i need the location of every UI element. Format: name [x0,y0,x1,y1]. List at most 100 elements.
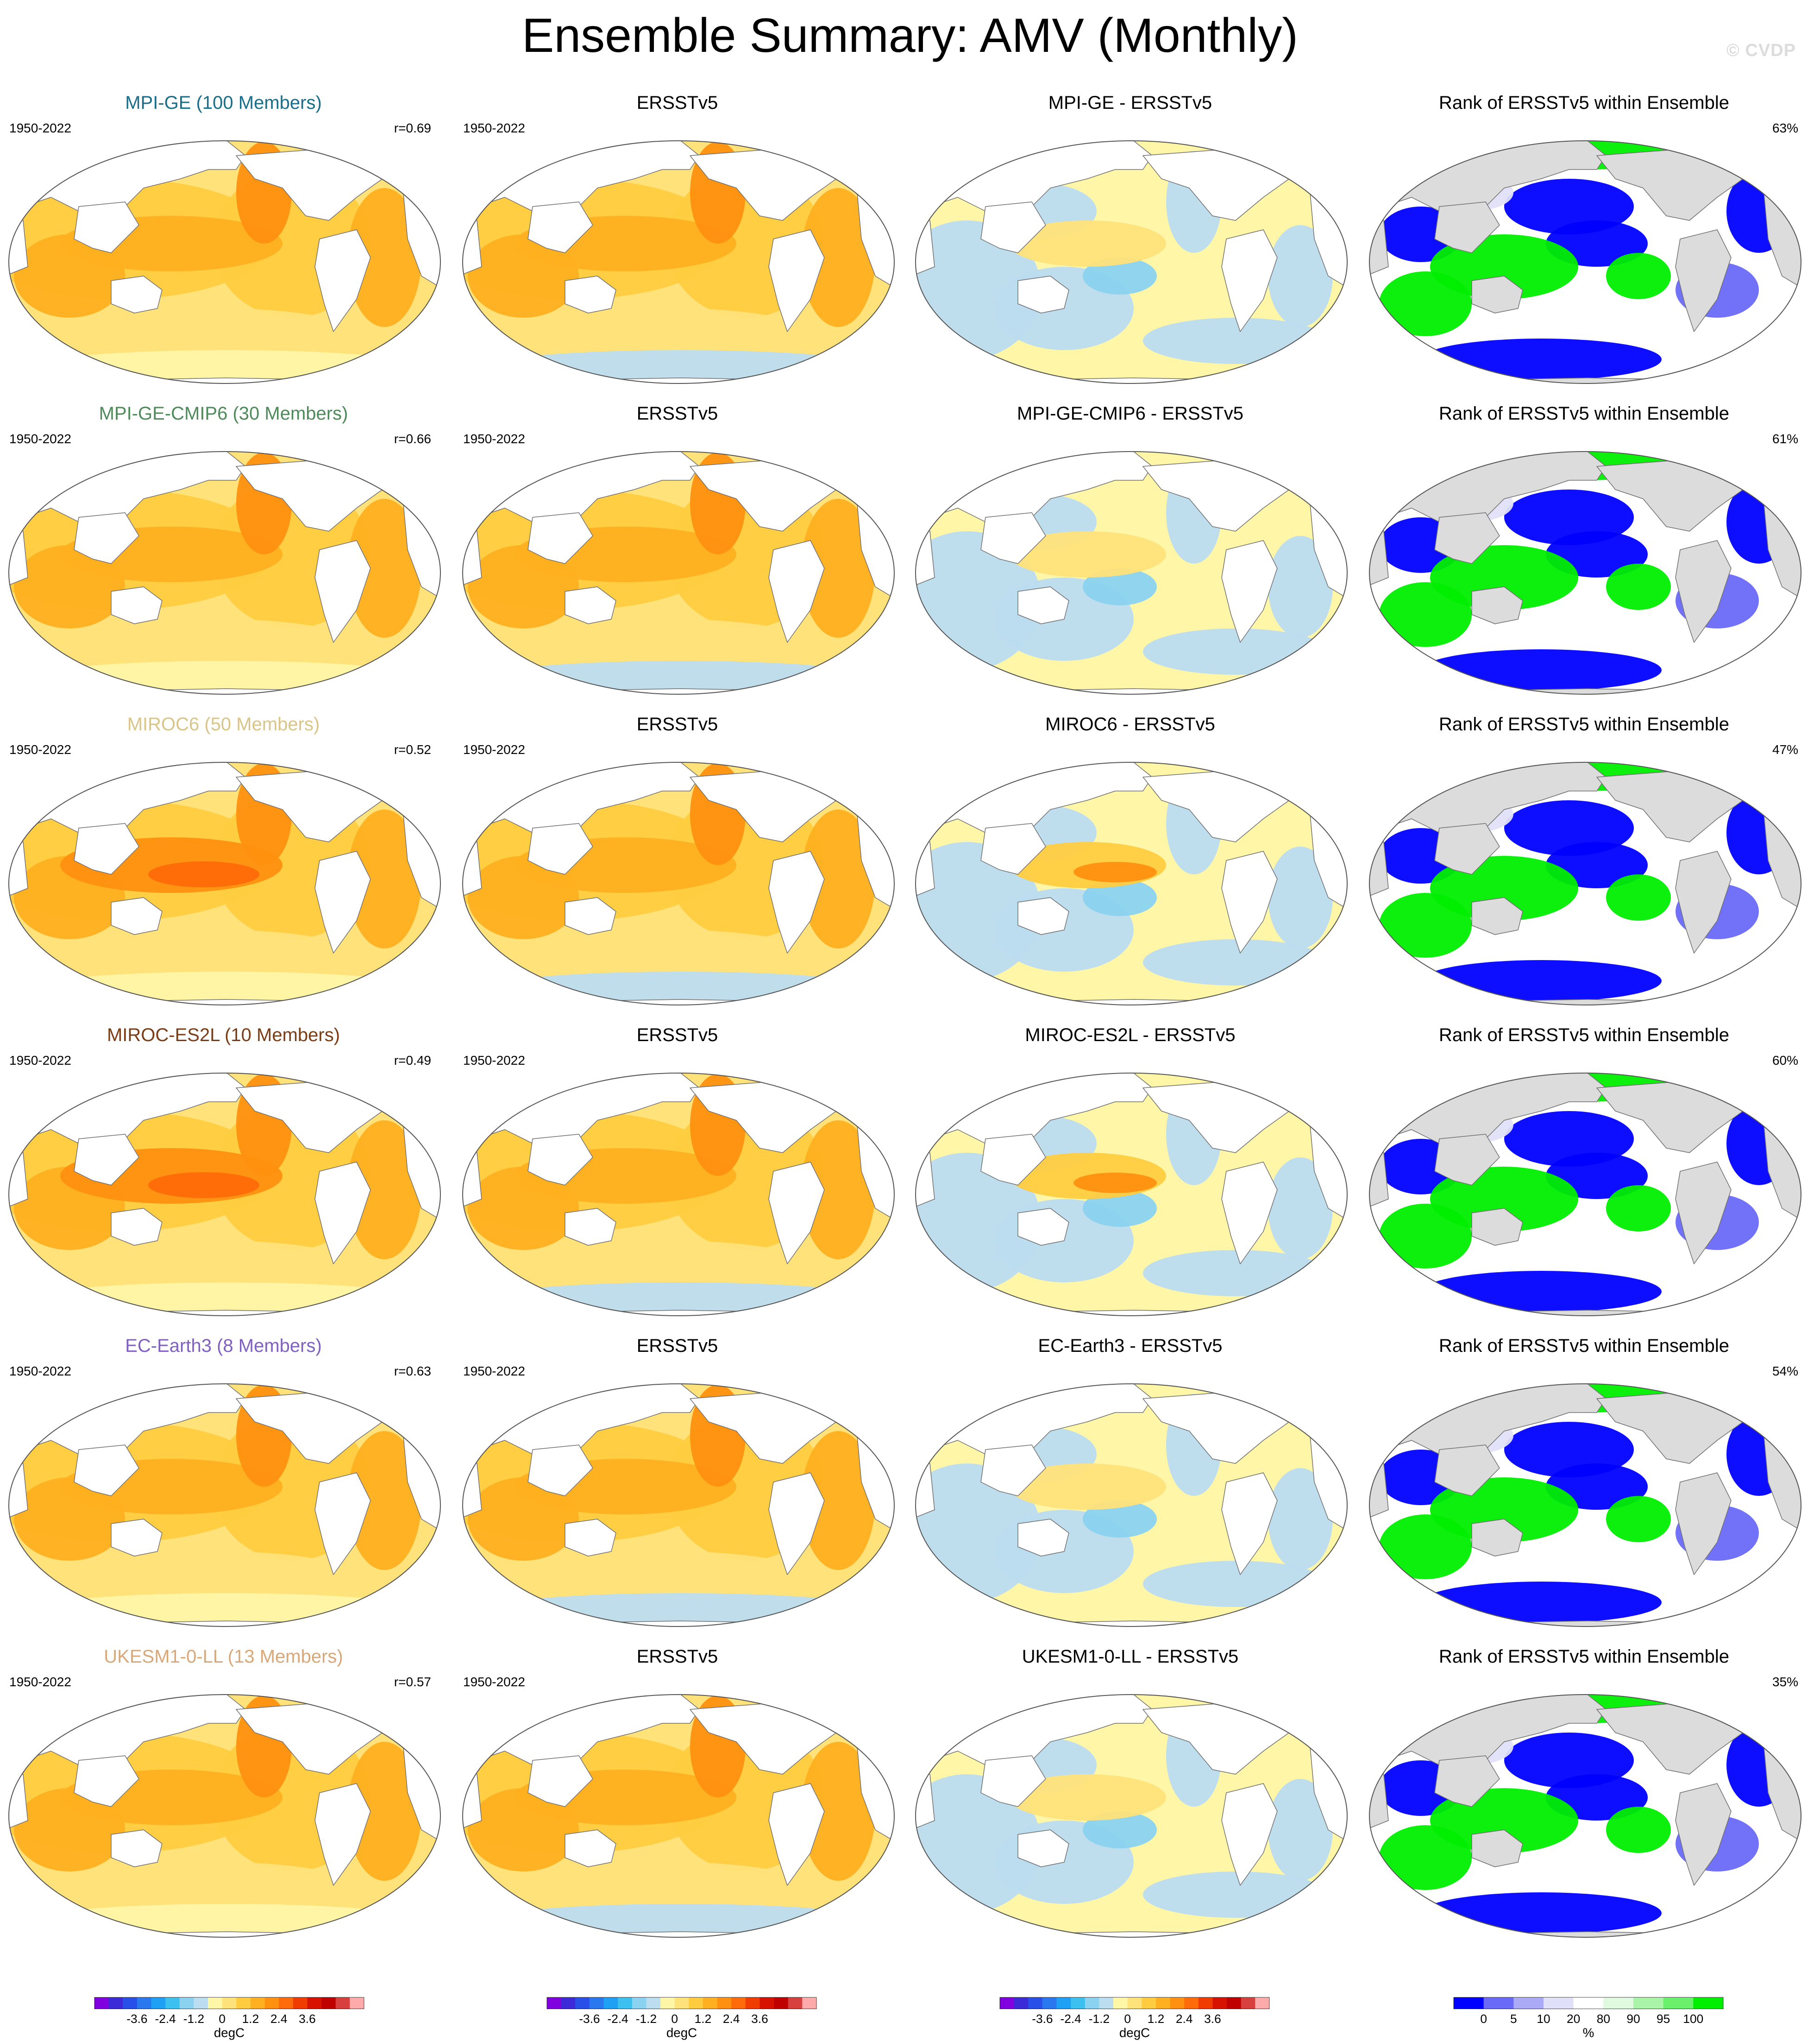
map-outline [8,140,441,384]
colorbar-frame [94,1997,364,2010]
land-mass [1471,1519,1523,1557]
map-rank [1365,759,1805,1009]
colorbar-tick-label: -3.6 [1032,2012,1053,2026]
year-range: 1950-2022 [9,432,71,446]
map-svg [8,762,441,1005]
colorbar-swatch [759,1997,774,2009]
colorbar-swatch [1227,1997,1242,2009]
land-mass [768,851,825,954]
map-model [5,448,445,698]
field-contour [1009,1463,1166,1510]
field-contour [1073,1173,1157,1193]
field-contour [1268,847,1333,948]
field-contour [1504,1422,1634,1477]
field-contour [1268,536,1333,638]
map-outline [1369,1073,1801,1316]
field-contour [347,1742,421,1881]
panel-model: MPI-GE-CMIP6 (30 Members) 1950-2022 r=0.66 [0,398,447,703]
land-mass [74,1134,139,1186]
pattern-correlation: r=0.63 [394,1364,431,1378]
map-rank [1365,1069,1805,1319]
colorbar-swatch [279,1997,294,2009]
map-svg [1369,451,1801,695]
colorbar-swatch [703,1997,717,2009]
obs-title: ERSSTv5 [636,1646,718,1667]
pattern-correlation: r=0.57 [394,1675,431,1689]
year-range: 1950-2022 [9,121,71,135]
year-range: 1950-2022 [463,432,525,446]
field-contour [1504,1111,1634,1167]
land-mass [980,1755,1046,1807]
field-contour [1606,253,1671,299]
colorbar-swatch [1000,1997,1014,2009]
map-outline [915,762,1348,1005]
colorbar-swatch [1028,1997,1043,2009]
field-contour [1504,800,1634,856]
land-mass [1675,540,1732,643]
rank-title: Rank of ERSSTv5 within Ensemble [1439,1646,1729,1667]
colorbar-tick-label: 1.2 [1148,2012,1165,2026]
map-outline [8,1694,441,1938]
land-mass [1017,1208,1069,1246]
colorbar-swatch [774,1997,789,2009]
model-title: MPI-GE (100 Members) [125,93,322,113]
colorbar-tick-label: 0 [1124,2012,1131,2026]
model-title: EC-Earth3 (8 Members) [125,1336,322,1356]
land-mass [1675,851,1732,954]
land-mass [527,512,593,564]
colorbar-tick-label: 2.4 [723,2012,740,2026]
pattern-correlation: r=0.52 [394,742,431,757]
panel-model: MIROC6 (50 Members) 1950-2022 r=0.52 [0,709,447,1013]
map-svg [915,762,1348,1005]
field-contour [1606,1807,1671,1853]
land-mass [111,276,163,314]
colorbar-swatch [1603,1997,1634,2009]
rank-percentage: 35% [1772,1675,1798,1689]
colorbar-frame [546,1997,817,2010]
model-title: UKESM1-0-LL (13 Members) [104,1646,343,1667]
field-contour [537,619,815,675]
colorbar-swatch [1454,1997,1484,2009]
colorbar-swatch [108,1997,123,2009]
colorbar-tick-label: -2.4 [607,2012,628,2026]
field-contour [1009,220,1166,267]
field-contour [1504,490,1634,545]
panel-diff: MIROC-ES2L - ERSSTv5 [907,1019,1354,1324]
model-title: MIROC6 (50 Members) [127,714,320,735]
colorbar-swatch [179,1997,194,2009]
panel-model: EC-Earth3 (8 Members) 1950-2022 r=0.63 [0,1330,447,1635]
field-contour [1083,257,1157,295]
field-contour [1379,893,1472,958]
field-contour [83,308,361,364]
map-model [5,1691,445,1941]
colorbar-tick-label: -3.6 [579,2012,600,2026]
panel-rank: Rank of ERSSTv5 within Ensemble 63% [1361,87,1807,392]
colorbar-swatch [1056,1997,1071,2009]
field-contour [83,619,361,675]
colorbar-swatch [1042,1997,1057,2009]
map-svg [8,1383,441,1627]
diff-title: EC-Earth3 - ERSSTv5 [1038,1336,1223,1356]
land-mass [565,1208,616,1246]
field-contour [1606,1496,1671,1542]
colorbar-tick-label: -3.6 [126,2012,147,2026]
map-outline [462,1694,895,1938]
land-mass [1675,229,1732,332]
field-contour [1083,568,1157,605]
rank-percentage: 47% [1772,742,1798,757]
colorbar-tick-label: 3.6 [299,2012,316,2026]
colorbar-swatch [350,1997,364,2009]
land-mass [565,586,616,624]
year-range: 1950-2022 [463,742,525,757]
land-mass [1675,1472,1732,1575]
colorbar-swatch [632,1997,646,2009]
panel-obs: ERSSTv5 1950-2022 [454,1330,901,1635]
field-contour [347,188,421,327]
land-mass [111,1829,163,1867]
map-model [5,137,445,387]
model-title: MPI-GE-CMIP6 (30 Members) [99,403,348,424]
field-contour [1083,1811,1157,1848]
map-outline [462,140,895,384]
land-mass [1434,201,1500,253]
rank-percentage: 63% [1772,121,1798,135]
